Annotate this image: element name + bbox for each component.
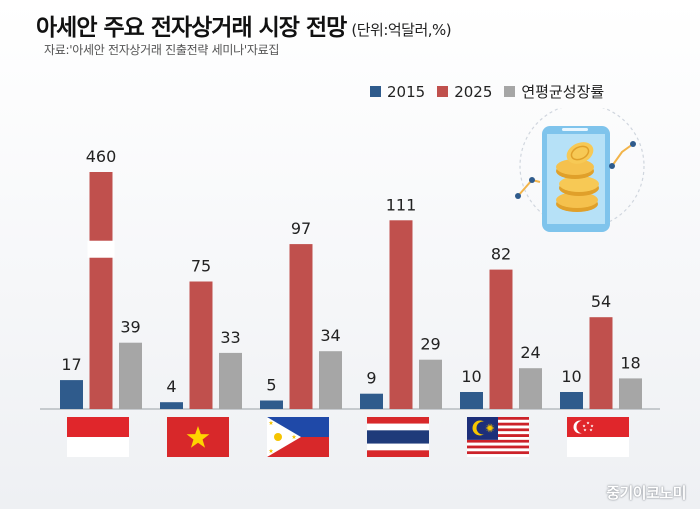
watermark: 중기이코노미 xyxy=(606,484,686,502)
data-label: 460 xyxy=(86,147,117,166)
bar-thailand-flag-2025 xyxy=(389,220,413,409)
data-label: 4 xyxy=(166,377,176,396)
legend-label-cagr: 연평균성장률 xyxy=(521,83,605,101)
data-label: 10 xyxy=(461,367,481,386)
bar-singapore-flag-2025 xyxy=(589,317,613,409)
legend: 2015 2025 연평균성장률 xyxy=(370,81,616,102)
data-label: 5 xyxy=(266,376,276,395)
bar-indonesia-flag-연평균성장률 xyxy=(119,342,142,409)
bar-malaysia-flag-연평균성장률 xyxy=(519,368,542,409)
bar-malaysia-flag-2015 xyxy=(460,392,483,409)
bar-philippines-flag-2015 xyxy=(260,400,283,409)
data-label: 18 xyxy=(620,353,640,372)
malaysia-flag xyxy=(467,417,529,457)
legend-swatch-2025 xyxy=(437,86,449,97)
bar-indonesia-flag-2015 xyxy=(60,380,83,409)
legend-item-cagr: 연평균성장률 xyxy=(504,81,604,102)
data-label: 10 xyxy=(561,367,581,386)
legend-label-2015: 2015 xyxy=(387,82,426,101)
data-label: 34 xyxy=(320,326,340,345)
bar-thailand-flag-연평균성장률 xyxy=(419,359,442,409)
thailand-flag xyxy=(367,417,429,457)
legend-item-2015: 2015 xyxy=(370,83,425,101)
data-label: 75 xyxy=(191,257,211,276)
bar-singapore-flag-2015 xyxy=(560,392,583,409)
indonesia-flag xyxy=(67,417,129,457)
data-label: 9 xyxy=(366,369,376,388)
bar-vietnam-flag-연평균성장률 xyxy=(219,352,242,409)
data-label: 33 xyxy=(220,328,240,347)
bar-philippines-flag-2025 xyxy=(289,244,313,409)
bar-malaysia-flag-2025 xyxy=(489,269,513,409)
singapore-flag xyxy=(567,417,629,457)
bar-vietnam-flag-2015 xyxy=(160,402,183,409)
title-row: 아세안 주요 전자상거래 시장 전망 (단위:억달러,%) xyxy=(36,8,452,42)
legend-swatch-cagr xyxy=(504,86,516,97)
bar-vietnam-flag-2025 xyxy=(189,281,213,409)
data-label: 29 xyxy=(420,335,440,354)
data-label: 82 xyxy=(491,245,511,264)
chart-title: 아세안 주요 전자상거래 시장 전망 xyxy=(36,15,347,41)
data-label: 24 xyxy=(520,343,540,362)
vietnam-flag xyxy=(167,417,229,457)
data-label: 111 xyxy=(386,195,417,214)
legend-swatch-2015 xyxy=(370,86,381,97)
legend-item-2025: 2025 xyxy=(437,83,492,101)
data-label: 97 xyxy=(291,219,311,238)
legend-label-2025: 2025 xyxy=(454,82,493,101)
bar-philippines-flag-연평균성장률 xyxy=(319,351,342,409)
axis-break-gap xyxy=(87,240,115,258)
data-label: 17 xyxy=(61,355,81,374)
unit-label: (단위:억달러,%) xyxy=(351,21,452,39)
philippines-flag xyxy=(267,417,329,457)
bar-singapore-flag-연평균성장률 xyxy=(619,378,642,409)
bar-indonesia-flag-2025 xyxy=(89,172,113,409)
source-note: 자료:'아세안 전자상거래 진출전략 세미나'자료집 xyxy=(44,43,280,57)
smartphone-coins-icon xyxy=(515,108,645,232)
bar-thailand-flag-2015 xyxy=(360,393,383,409)
data-label: 54 xyxy=(591,292,611,311)
data-label: 39 xyxy=(120,318,140,337)
